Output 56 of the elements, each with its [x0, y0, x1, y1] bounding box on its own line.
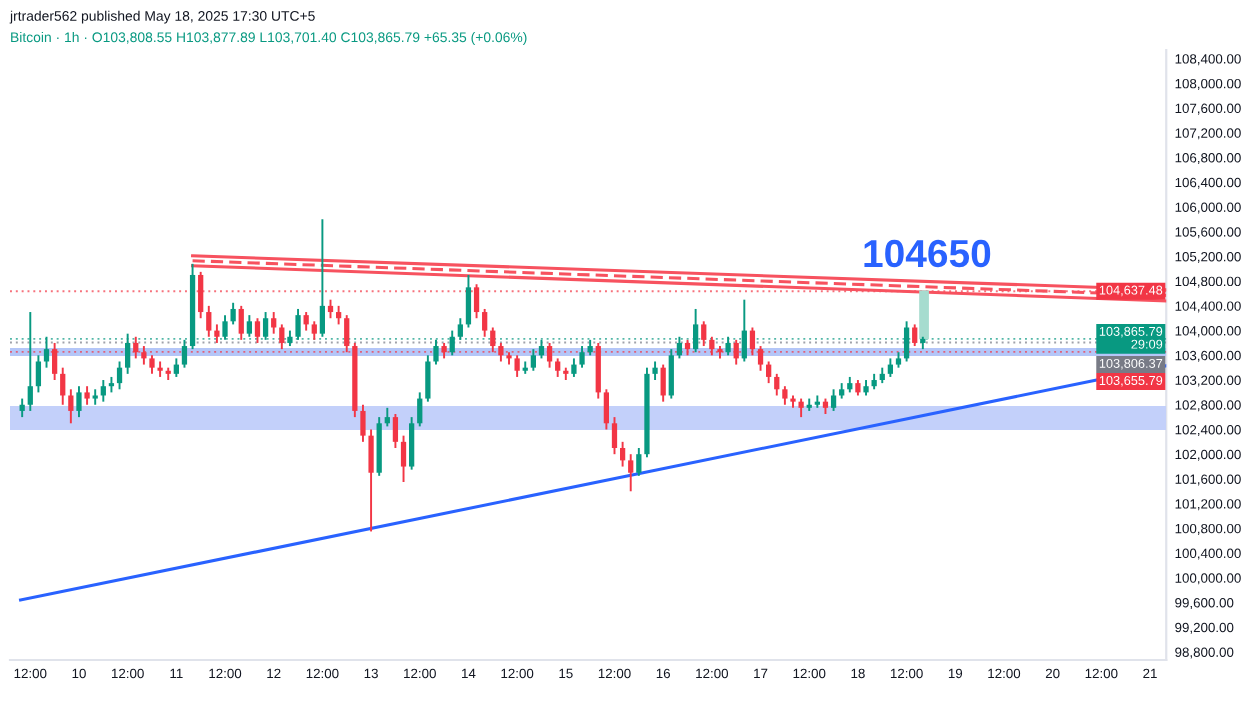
- candlestick: [701, 320, 707, 348]
- candlestick: [668, 348, 674, 400]
- candlestick: [425, 354, 431, 403]
- candlestick: [660, 363, 666, 403]
- candlestick: [311, 320, 317, 341]
- candlestick: [327, 298, 334, 320]
- candlestick: [238, 304, 244, 341]
- candlestick: [628, 453, 634, 493]
- candlestick: [417, 391, 423, 428]
- candlestick: [603, 388, 610, 431]
- candlestick: [368, 428, 374, 533]
- candlestick: [319, 218, 326, 338]
- candlestick: [611, 416, 618, 456]
- candlestick: [636, 447, 642, 477]
- candlestick: [254, 317, 261, 344]
- candlestick: [279, 323, 285, 351]
- candlestick: [619, 440, 626, 468]
- candlestick: [35, 354, 42, 394]
- candlestick: [181, 338, 188, 369]
- candlestick: [579, 345, 585, 369]
- candlestick: [206, 304, 212, 338]
- candlestick: [465, 273, 472, 329]
- candlestick: [830, 388, 837, 412]
- candlestick: [271, 311, 277, 335]
- candlestick: [335, 304, 342, 326]
- candlestick: [214, 323, 220, 344]
- candlestick: [76, 385, 82, 419]
- candlestick: [116, 360, 123, 391]
- candlestick: [400, 434, 407, 483]
- candlestick: [482, 307, 488, 338]
- candlestick: [912, 323, 918, 348]
- candlestick: [774, 372, 780, 397]
- candlestick: [530, 348, 536, 372]
- annotation: 104650: [864, 239, 991, 268]
- candlestick: [798, 397, 804, 419]
- candlestick: [125, 332, 131, 375]
- candlestick: [782, 385, 788, 406]
- candlestick: [230, 301, 236, 326]
- candlestick: [19, 397, 25, 419]
- candlestick: [555, 357, 561, 378]
- candlestick: [84, 385, 90, 406]
- candlestick: [887, 357, 894, 378]
- candlestick: [60, 366, 66, 406]
- candlestick: [652, 360, 658, 381]
- candlestick: [392, 413, 399, 449]
- candlestick: [303, 311, 309, 332]
- candlestick: [100, 379, 106, 403]
- candlestick: [409, 416, 415, 471]
- candlestick: [766, 360, 772, 385]
- candlestick: [571, 357, 577, 378]
- candlestick: [173, 357, 179, 378]
- candlestick: [749, 326, 756, 357]
- candlestick: [360, 403, 366, 443]
- candlestick: [384, 406, 390, 428]
- candlestick: [457, 317, 463, 341]
- candlestick: [68, 388, 74, 425]
